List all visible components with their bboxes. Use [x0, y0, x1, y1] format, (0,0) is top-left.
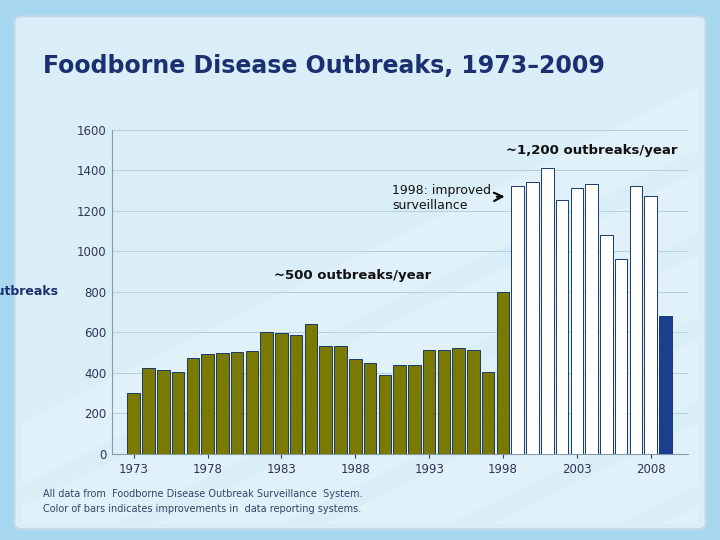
Text: All data from  Foodborne Disease Outbreak Surveillance  System.: All data from Foodborne Disease Outbreak…: [43, 489, 363, 499]
Bar: [438, 350, 450, 454]
Bar: [541, 168, 554, 454]
Bar: [349, 360, 361, 454]
Bar: [497, 292, 509, 454]
Bar: [334, 346, 347, 454]
Bar: [467, 350, 480, 454]
Polygon shape: [326, 22, 720, 524]
Bar: [143, 368, 155, 454]
Bar: [408, 364, 420, 454]
Bar: [246, 352, 258, 454]
Bar: [305, 324, 318, 454]
Bar: [216, 353, 229, 454]
Bar: [231, 352, 243, 454]
Bar: [644, 197, 657, 454]
Polygon shape: [0, 22, 720, 524]
Bar: [615, 259, 627, 454]
Bar: [320, 346, 332, 454]
Polygon shape: [0, 22, 720, 524]
Bar: [452, 348, 465, 454]
Polygon shape: [495, 22, 720, 524]
Polygon shape: [157, 22, 720, 524]
Bar: [393, 364, 406, 454]
Bar: [172, 372, 184, 454]
Bar: [379, 375, 391, 454]
Y-axis label: Outbreaks: Outbreaks: [0, 285, 58, 298]
Bar: [423, 350, 436, 454]
Bar: [629, 186, 642, 454]
Bar: [202, 354, 214, 454]
Bar: [526, 183, 539, 454]
Bar: [157, 369, 170, 454]
Bar: [600, 235, 613, 454]
Bar: [275, 333, 288, 454]
Bar: [511, 186, 524, 454]
Bar: [660, 316, 672, 454]
Bar: [585, 184, 598, 454]
Bar: [261, 332, 273, 454]
Text: Color of bars indicates improvements in  data reporting systems.: Color of bars indicates improvements in …: [43, 504, 361, 514]
Bar: [186, 359, 199, 454]
Text: ~1,200 outbreaks/year: ~1,200 outbreaks/year: [505, 144, 678, 157]
Bar: [570, 188, 583, 454]
Text: Foodborne Disease Outbreaks, 1973–2009: Foodborne Disease Outbreaks, 1973–2009: [43, 54, 605, 78]
Bar: [556, 200, 568, 454]
Text: ~500 outbreaks/year: ~500 outbreaks/year: [274, 269, 431, 282]
Bar: [127, 393, 140, 454]
Bar: [482, 372, 495, 454]
Polygon shape: [665, 22, 720, 524]
Bar: [364, 363, 377, 454]
Bar: [290, 335, 302, 454]
Text: 1998: improved
surveillance: 1998: improved surveillance: [392, 185, 503, 212]
